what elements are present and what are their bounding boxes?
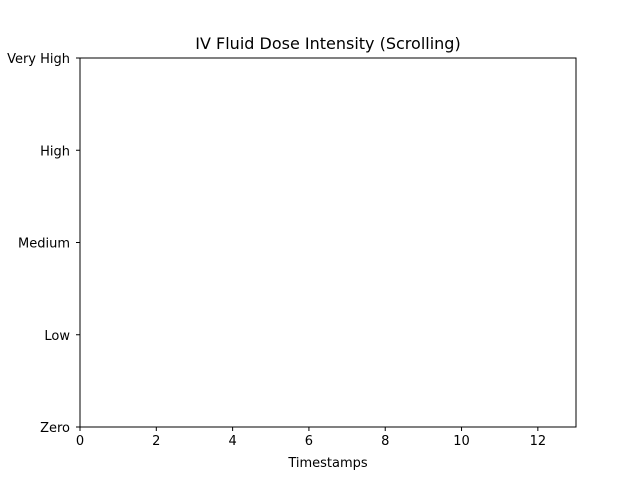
- y-axis-ticks: Zero Low Medium High Very High: [7, 52, 80, 436]
- y-tick-label: Very High: [7, 52, 70, 67]
- x-tick-label: 4: [228, 434, 236, 449]
- x-axis-ticks: 0 2 4 6 8 10 12: [76, 427, 546, 449]
- x-tick-label: 2: [152, 434, 160, 449]
- y-tick-label: Zero: [40, 421, 70, 436]
- x-tick-label: 10: [453, 434, 470, 449]
- y-tick-label: Medium: [18, 237, 70, 252]
- x-tick-label: 0: [76, 434, 84, 449]
- y-tick-label: High: [40, 144, 70, 159]
- x-axis-label: Timestamps: [287, 456, 368, 471]
- x-tick-label: 8: [381, 434, 389, 449]
- y-tick-label: Low: [44, 329, 70, 344]
- x-tick-label: 12: [530, 434, 547, 449]
- x-tick-label: 6: [305, 434, 313, 449]
- chart-title: IV Fluid Dose Intensity (Scrolling): [195, 34, 460, 53]
